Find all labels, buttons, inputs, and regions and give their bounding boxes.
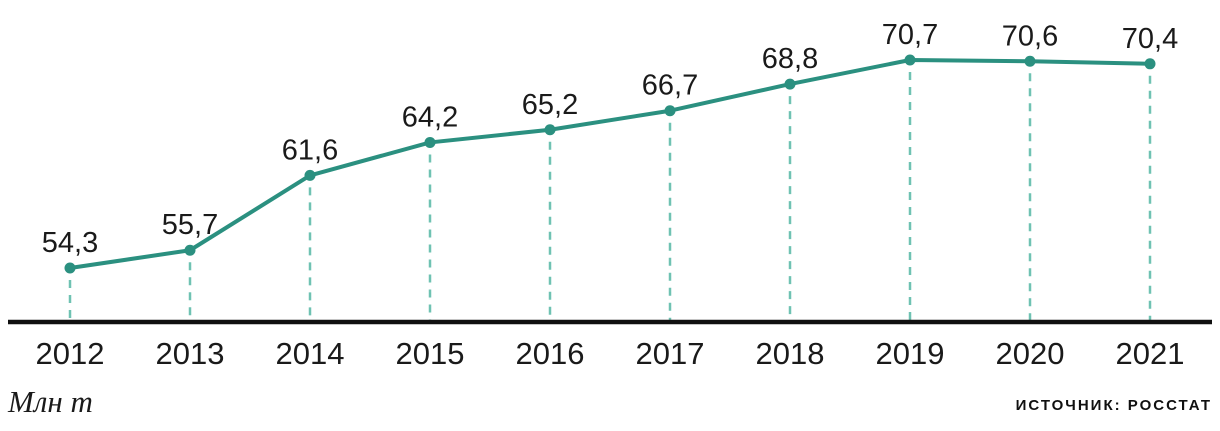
x-tick-label-2020: 2020 [996, 336, 1065, 371]
value-label-2017: 66,7 [642, 70, 698, 102]
source-label: ИСТОЧНИК: РОССТАТ [1015, 397, 1212, 414]
value-label-2013: 55,7 [162, 209, 218, 241]
data-point-2021 [1144, 58, 1156, 70]
x-tick-label-2014: 2014 [276, 336, 345, 371]
data-point-2020 [1024, 55, 1036, 67]
x-tick-label-2018: 2018 [756, 336, 825, 371]
x-tick-label-2013: 2013 [156, 336, 225, 371]
data-point-2019 [904, 54, 916, 66]
data-point-2018 [784, 78, 796, 90]
value-label-2014: 61,6 [282, 134, 338, 166]
data-point-2012 [64, 262, 76, 274]
data-point-2013 [184, 244, 196, 256]
data-point-2015 [424, 136, 436, 148]
value-label-2021: 70,4 [1122, 23, 1178, 55]
value-label-2018: 68,8 [762, 43, 818, 75]
x-tick-label-2021: 2021 [1116, 336, 1185, 371]
x-axis-line [8, 319, 1212, 325]
x-tick-label-2017: 2017 [636, 336, 705, 371]
value-label-2016: 65,2 [522, 89, 578, 121]
x-tick-label-2015: 2015 [396, 336, 465, 371]
value-label-2012: 54,3 [42, 227, 98, 259]
value-label-2020: 70,6 [1002, 20, 1058, 52]
value-label-2019: 70,7 [882, 19, 938, 51]
x-tick-label-2019: 2019 [876, 336, 945, 371]
y-unit-label: Млн т [8, 384, 93, 419]
data-point-2016 [544, 124, 556, 136]
value-label-2015: 64,2 [402, 101, 458, 133]
x-tick-label-2016: 2016 [516, 336, 585, 371]
data-line [68, 58, 1152, 270]
data-point-2014 [304, 169, 316, 181]
x-tick-label-2012: 2012 [36, 336, 105, 371]
data-point-2017 [664, 105, 676, 117]
